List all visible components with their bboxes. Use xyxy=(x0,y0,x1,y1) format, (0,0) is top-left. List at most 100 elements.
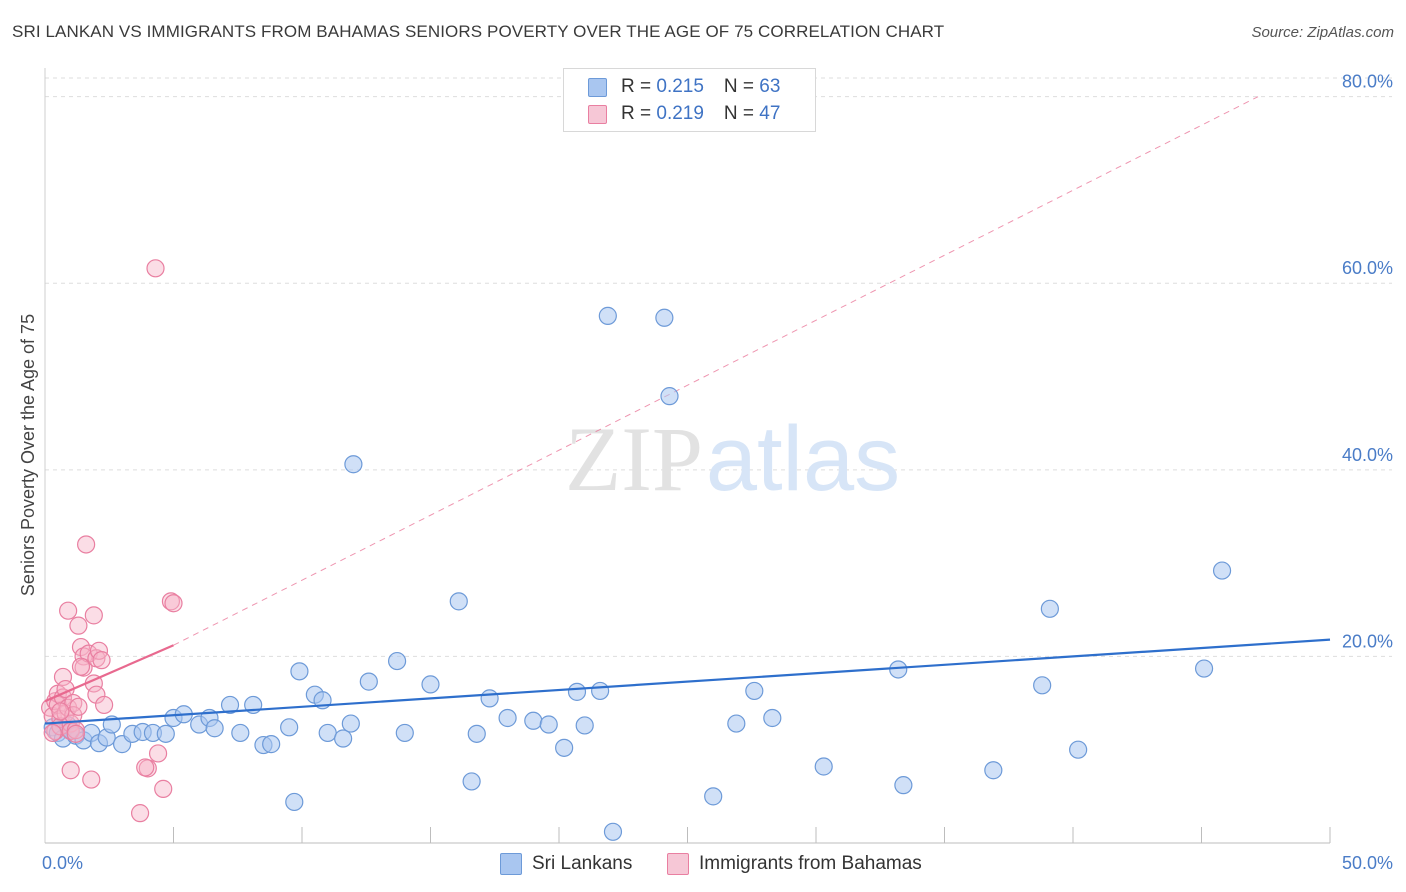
bottom-legend-bahamas: Immigrants from Bahamas xyxy=(667,851,922,877)
point-bahamas xyxy=(77,535,96,554)
data-points xyxy=(41,259,1331,841)
legend-n-value-1: 63 xyxy=(759,76,781,97)
y-axis-label: Seniors Poverty Over the Age of 75 xyxy=(18,314,38,596)
point-bahamas xyxy=(136,758,155,777)
y-tick-label: 20.0% xyxy=(1342,631,1393,651)
trend-extension-bahamas xyxy=(173,96,1259,646)
point-sri-lankans xyxy=(1033,676,1052,695)
axis-labels: 20.0% 40.0% 60.0% 80.0% 0.0% 50.0% xyxy=(42,72,1393,873)
point-sri-lankans xyxy=(660,387,679,406)
point-bahamas xyxy=(82,770,101,789)
point-sri-lankans xyxy=(591,681,610,701)
point-bahamas xyxy=(43,723,62,743)
x-tick-label-min: 0.0% xyxy=(42,853,83,873)
point-sri-lankans xyxy=(285,792,304,812)
point-bahamas xyxy=(130,804,150,823)
legend-n-label-2: N = xyxy=(723,103,760,124)
watermark-zip: ZIP xyxy=(565,408,703,510)
legend-swatch-pink xyxy=(588,104,607,124)
bottom-legend-swatch-blue xyxy=(500,853,522,875)
point-sri-lankans xyxy=(984,761,1003,780)
bottom-legend-sri-lankans: Sri Lankans xyxy=(500,851,632,877)
bottom-legend-label-sri-lankans: Sri Lankans xyxy=(532,853,633,874)
y-tick-label: 80.0% xyxy=(1342,72,1393,92)
point-bahamas xyxy=(164,594,183,613)
point-bahamas xyxy=(51,702,70,721)
point-sri-lankans xyxy=(603,822,623,841)
point-sri-lankans xyxy=(387,651,407,671)
point-bahamas xyxy=(87,685,106,704)
point-sri-lankans xyxy=(467,724,486,743)
legend-r-label-1: R = xyxy=(621,76,657,97)
legend-n-value-2: 47 xyxy=(759,103,781,124)
trend-line-bahamas xyxy=(44,644,174,703)
trend-lines xyxy=(173,96,1259,646)
point-sri-lankans xyxy=(280,718,299,737)
watermark-atlas: atlas xyxy=(706,408,900,510)
point-sri-lankans xyxy=(1069,740,1088,759)
point-bahamas xyxy=(61,761,80,780)
point-sri-lankans xyxy=(655,308,674,327)
point-sri-lankans xyxy=(231,723,250,743)
point-sri-lankans xyxy=(498,708,517,728)
point-bahamas xyxy=(59,601,78,620)
point-bahamas xyxy=(66,724,85,743)
point-sri-lankans xyxy=(598,306,617,325)
point-sri-lankans xyxy=(462,772,481,791)
point-sri-lankans xyxy=(334,729,353,748)
point-sri-lankans xyxy=(575,716,594,735)
point-sri-lankans xyxy=(290,662,309,681)
watermark: ZIP atlas xyxy=(565,408,900,510)
chart-title: SRI LANKAN VS IMMIGRANTS FROM BAHAMAS SE… xyxy=(12,22,945,41)
trend-line-sri-lankans xyxy=(44,638,1331,725)
point-sri-lankans xyxy=(1194,659,1214,678)
point-sri-lankans xyxy=(344,455,363,474)
legend-r-value-2: 0.219 xyxy=(656,103,704,124)
y-tick-label: 60.0% xyxy=(1342,258,1393,278)
point-bahamas xyxy=(69,697,88,716)
point-sri-lankans xyxy=(359,672,378,691)
y-tick-label: 40.0% xyxy=(1342,445,1393,465)
point-sri-lankans xyxy=(727,714,746,733)
point-sri-lankans xyxy=(763,708,782,728)
point-sri-lankans xyxy=(524,711,543,730)
point-sri-lankans xyxy=(745,681,764,701)
point-sri-lankans xyxy=(318,723,337,743)
point-sri-lankans xyxy=(449,592,468,611)
point-bahamas xyxy=(148,744,168,763)
point-sri-lankans xyxy=(539,715,558,734)
point-sri-lankans xyxy=(421,675,440,694)
point-sri-lankans xyxy=(220,695,240,715)
legend-row-sri-lankans: R = 0.215 N = 63 xyxy=(588,75,780,99)
x-tick-label-max: 50.0% xyxy=(1342,853,1393,873)
legend: R = 0.215 N = 63 R = 0.219 N = 47 xyxy=(563,68,816,132)
point-sri-lankans xyxy=(395,723,414,743)
point-bahamas xyxy=(71,657,91,676)
point-bahamas xyxy=(154,779,173,798)
point-sri-lankans xyxy=(894,776,913,795)
point-sri-lankans xyxy=(156,724,175,743)
point-sri-lankans xyxy=(1040,599,1059,618)
point-bahamas xyxy=(161,592,181,611)
point-sri-lankans xyxy=(205,719,224,738)
point-sri-lankans xyxy=(1212,561,1232,580)
point-sri-lankans xyxy=(262,735,281,754)
legend-r-value-1: 0.215 xyxy=(656,76,704,97)
point-sri-lankans xyxy=(814,757,833,776)
point-bahamas xyxy=(92,651,111,670)
point-bahamas xyxy=(84,606,103,625)
point-bahamas xyxy=(95,695,114,715)
legend-row-bahamas: R = 0.219 N = 47 xyxy=(588,102,780,126)
point-bahamas xyxy=(69,616,88,635)
point-sri-lankans xyxy=(555,738,574,757)
point-sri-lankans xyxy=(341,714,360,733)
point-sri-lankans xyxy=(889,660,908,679)
bottom-legend-label-bahamas: Immigrants from Bahamas xyxy=(699,853,922,874)
bottom-legend-swatch-pink xyxy=(667,853,689,875)
point-bahamas xyxy=(146,259,165,278)
source-label: Source: ZipAtlas.com xyxy=(1251,24,1394,41)
legend-r-label-2: R = xyxy=(621,103,657,124)
legend-swatch-blue xyxy=(588,77,607,97)
legend-n-label-1: N = xyxy=(723,76,760,97)
